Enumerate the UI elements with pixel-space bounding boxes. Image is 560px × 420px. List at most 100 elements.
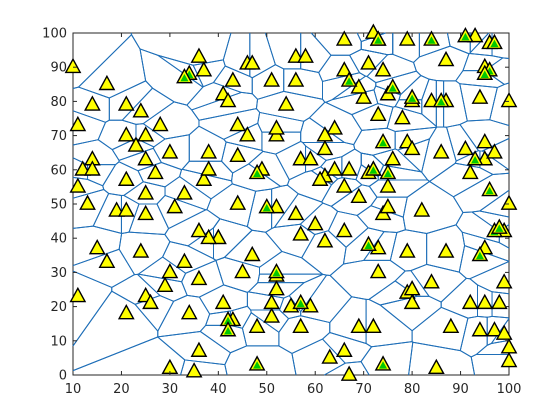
- voronoi-edge: [361, 127, 388, 131]
- data-point-triangle: [137, 184, 155, 200]
- y-tick-label: 100: [42, 27, 67, 42]
- voronoi-edge: [392, 53, 414, 63]
- voronoi-edge: [489, 119, 510, 126]
- voronoi-edge: [206, 198, 212, 210]
- voronoi-edge: [396, 229, 406, 233]
- voronoi-edge: [92, 193, 110, 227]
- voronoi-edge: [370, 196, 378, 206]
- data-point-highlighted: [219, 321, 237, 337]
- voronoi-edge: [440, 277, 467, 303]
- data-point-triangle: [369, 262, 387, 279]
- voronoi-edge: [459, 120, 468, 125]
- voronoi-edge: [351, 296, 367, 300]
- voronoi-edge: [123, 181, 144, 196]
- voronoi-edge: [351, 103, 379, 116]
- voronoi-edge: [278, 318, 289, 333]
- voronoi-edge: [93, 225, 122, 234]
- voronoi-edge: [318, 72, 323, 82]
- data-point-triangle-inner: [408, 94, 417, 102]
- voronoi-edge: [470, 356, 476, 376]
- voronoi-edge: [322, 98, 326, 103]
- voronoi-edge: [469, 32, 490, 54]
- voronoi-edge: [479, 167, 494, 175]
- voronoi-edge: [455, 162, 481, 169]
- data-point-triangle: [185, 362, 203, 378]
- voronoi-edge: [215, 260, 225, 286]
- voronoi-edge: [156, 195, 166, 205]
- data-point-triangle: [350, 187, 368, 204]
- data-point-highlighted: [457, 26, 474, 43]
- voronoi-edge: [361, 152, 374, 156]
- voronoi-edge: [406, 181, 430, 198]
- voronoi-edge: [299, 202, 324, 225]
- voronoi-edge: [288, 315, 301, 320]
- voronoi-edge: [420, 75, 430, 80]
- data-point-triangle: [117, 201, 135, 217]
- data-points: [64, 23, 518, 381]
- data-point-triangle-inner: [490, 39, 499, 48]
- data-point-triangle: [190, 341, 208, 357]
- data-point-triangle: [403, 139, 421, 156]
- voronoi-edge: [152, 87, 175, 103]
- data-point-triangle: [335, 61, 353, 77]
- data-point-triangle: [69, 115, 87, 132]
- data-point-triangle: [335, 30, 353, 46]
- voronoi-edge: [102, 185, 105, 190]
- voronoi-edge: [169, 241, 189, 247]
- data-point-triangle: [471, 321, 489, 337]
- voronoi-edge: [477, 315, 488, 318]
- voronoi-edge: [78, 86, 110, 99]
- voronoi-edge: [502, 57, 510, 59]
- voronoi-edge: [72, 86, 79, 89]
- y-tick-label: 10: [50, 334, 67, 349]
- data-point-triangle-inner: [427, 36, 436, 44]
- voronoi-edge: [248, 291, 284, 299]
- data-point-triangle: [83, 160, 101, 176]
- data-point-highlighted: [476, 64, 494, 80]
- voronoi-edge: [157, 336, 186, 361]
- data-point-triangle: [476, 132, 494, 149]
- voronoi-edge: [331, 178, 339, 186]
- data-point-triangle: [277, 95, 295, 111]
- voronoi-edge: [224, 256, 260, 268]
- voronoi-edge: [429, 162, 456, 182]
- voronoi-edge: [278, 345, 293, 354]
- voronoi-edge: [331, 75, 366, 101]
- voronoi-edge: [259, 251, 283, 268]
- voronoi-edge: [345, 227, 369, 248]
- data-point-triangle: [88, 238, 106, 255]
- data-point-triangle: [137, 204, 155, 221]
- data-point-triangle: [432, 143, 450, 159]
- voronoi-edge: [459, 83, 498, 89]
- x-axis-ticks: 10 20 30 40 50 60 70 80 90 100: [65, 33, 521, 397]
- data-point-triangle: [248, 317, 266, 334]
- data-point-triangle: [176, 252, 193, 269]
- voronoi-edge: [398, 94, 401, 100]
- voronoi-edge: [390, 260, 406, 272]
- y-tick-label: 80: [50, 95, 67, 110]
- voronoi-edge: [262, 150, 276, 155]
- data-point-triangle: [195, 61, 213, 77]
- voronoi-edge: [157, 301, 175, 332]
- voronoi-edge: [343, 259, 364, 265]
- data-point-triangle: [190, 47, 208, 63]
- voronoi-edge: [221, 160, 234, 174]
- data-point-highlighted: [248, 163, 266, 180]
- voronoi-edge: [256, 108, 261, 113]
- voronoi-edge: [471, 210, 480, 213]
- voronoi-edge: [325, 99, 333, 103]
- voronoi-edge: [241, 91, 253, 95]
- data-point-triangle: [69, 177, 87, 193]
- voronoi-edge: [280, 184, 288, 187]
- voronoi-edge: [281, 250, 302, 259]
- voronoi-edge: [324, 362, 346, 376]
- voronoi-edge: [318, 54, 332, 73]
- voronoi-edge: [286, 179, 290, 186]
- y-tick-label: 0: [59, 369, 67, 384]
- voronoi-edge: [210, 183, 233, 200]
- voronoi-edge: [446, 32, 451, 47]
- voronoi-edge: [162, 241, 171, 258]
- voronoi-edge: [368, 299, 381, 306]
- x-tick-label: 20: [113, 382, 130, 397]
- voronoi-edge: [353, 144, 356, 150]
